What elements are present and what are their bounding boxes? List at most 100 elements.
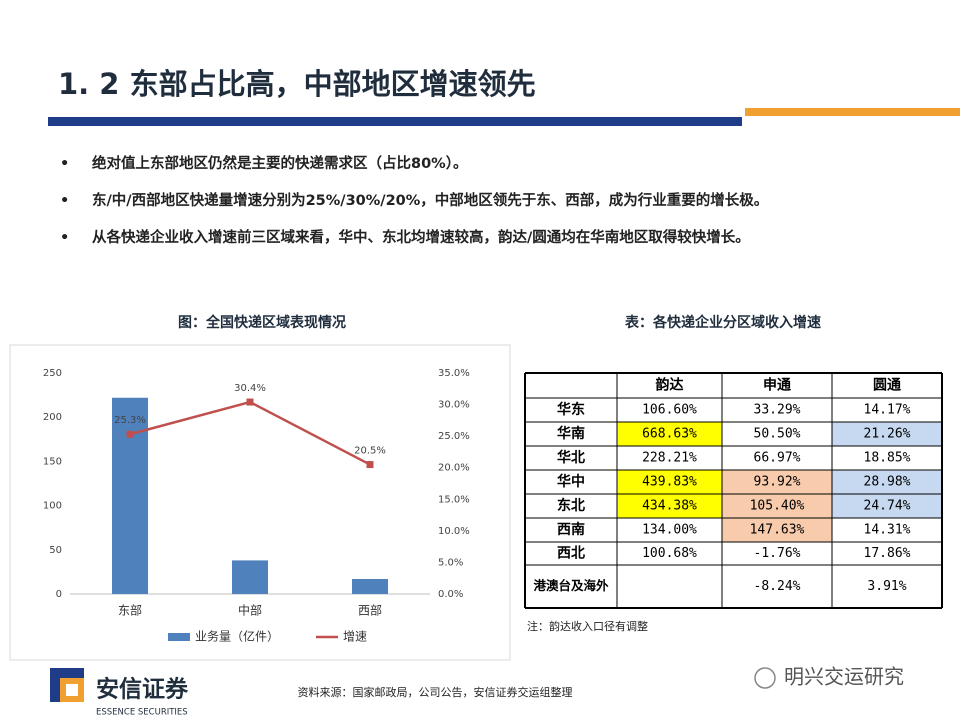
table-cell	[617, 446, 722, 470]
legend-swatch	[168, 633, 190, 641]
table-cell	[617, 542, 722, 565]
y2-tick-label: 15.0%	[438, 494, 470, 505]
bar	[352, 578, 388, 594]
table-cell	[617, 494, 722, 518]
marker	[246, 398, 254, 406]
table-cell	[832, 446, 942, 470]
cell-value: 66.97%	[754, 451, 801, 466]
cell-value: 24.74%	[864, 499, 911, 514]
table-cell	[617, 470, 722, 494]
title-rule	[48, 117, 742, 126]
x-tick-label: 西部	[358, 603, 382, 618]
watermark: 明兴交运研究	[784, 665, 904, 689]
y2-tick-label: 10.0%	[438, 526, 470, 537]
cell-value: 14.31%	[864, 523, 911, 538]
y2-tick-label: 35.0%	[438, 368, 470, 379]
table-cell	[722, 398, 832, 422]
cell-value: 14.17%	[864, 403, 911, 418]
cell-value: 228.21%	[642, 451, 697, 466]
legend-label: 业务量（亿件）	[195, 629, 279, 644]
y2-tick-label: 25.0%	[438, 431, 470, 442]
cell-value: 147.63%	[750, 523, 805, 538]
table-cell	[832, 470, 942, 494]
y2-tick-label: 20.0%	[438, 463, 470, 474]
bullet: 从各快递企业收入增速前三区域来看，华中、东北均增速较高，韵达/圆通均在华南地区取…	[92, 228, 750, 246]
row-label: 华东	[557, 401, 585, 418]
bullet-dot: •	[60, 230, 69, 246]
line	[129, 400, 371, 466]
table-header: 申通	[763, 377, 791, 394]
bullet: 绝对值上东部地区仍然是主要的快递需求区（占比80%）。	[92, 154, 467, 172]
cell-value: 100.68%	[642, 546, 697, 561]
cell-value: 50.50%	[754, 427, 801, 442]
y2-tick-label: 30.0%	[438, 400, 470, 411]
row-label: 华北	[557, 449, 585, 466]
y-tick-label: 100	[43, 501, 62, 512]
y-tick-label: 150	[43, 456, 62, 467]
cell-value: 106.60%	[642, 403, 697, 418]
cell-value: 434.38%	[642, 499, 697, 514]
table-header: 韵达	[656, 377, 684, 394]
table-header: 圆通	[873, 378, 901, 394]
row-label: 西北	[557, 546, 585, 562]
bar	[232, 560, 268, 594]
table-cell	[617, 398, 722, 422]
table-cell	[832, 518, 942, 542]
cell-value: -1.76%	[754, 546, 801, 561]
cell-value: 21.26%	[864, 427, 911, 442]
chart-title: 图：全国快递区域表现情况	[178, 314, 346, 331]
table-cell	[722, 470, 832, 494]
table-cell	[617, 518, 722, 542]
y2-tick-label: 0.0%	[438, 589, 463, 600]
row-label: 华中	[557, 473, 585, 490]
table-cell	[722, 422, 832, 446]
table-cell	[617, 565, 722, 608]
cell-value: 668.63%	[642, 427, 697, 442]
table-title: 表：各快递企业分区域收入增速	[624, 314, 821, 331]
cell-value: 134.00%	[642, 523, 697, 538]
table-cell	[722, 494, 832, 518]
row-label: 华南	[557, 425, 585, 442]
x-tick-label: 东部	[118, 603, 142, 618]
table-cell	[722, 542, 832, 565]
wechat-icon	[754, 667, 776, 689]
y-tick-label: 0	[56, 589, 62, 600]
value-label: 25.3%	[114, 415, 146, 426]
row-label: 东北	[557, 497, 585, 514]
cell-value: 18.85%	[864, 451, 911, 466]
row-label: 西南	[557, 521, 585, 538]
table-note: 注：韵达收入口径有调整	[527, 619, 648, 633]
legend-label: 增速	[343, 630, 367, 644]
title-accent	[745, 108, 960, 116]
cell-value: 439.83%	[642, 475, 697, 490]
table-cell	[832, 494, 942, 518]
logo-text: 安信证券	[96, 676, 189, 703]
bar	[112, 397, 148, 594]
marker	[366, 461, 374, 469]
cell-value: 93.92%	[754, 475, 801, 490]
y2-tick-label: 5.0%	[438, 557, 463, 568]
table-cell	[832, 398, 942, 422]
y-tick-label: 250	[43, 368, 62, 379]
y-tick-label: 50	[49, 545, 62, 556]
table-cell	[832, 422, 942, 446]
bullet: 东/中/西部地区快递量增速分别为25%/30%/20%，中部地区领先于东、西部，…	[92, 191, 768, 209]
bullet-dot: •	[60, 156, 69, 172]
y-tick-label: 200	[43, 412, 62, 423]
slide-title: 1. 2 东部占比高，中部地区增速领先	[58, 67, 536, 101]
cell-value: 33.29%	[754, 403, 801, 418]
table-cell	[722, 565, 832, 608]
table-cell	[617, 422, 722, 446]
marker	[126, 430, 134, 438]
value-label: 20.5%	[354, 446, 386, 457]
table-cell	[832, 542, 942, 565]
cell-value: 17.86%	[864, 546, 911, 561]
cell-value: 105.40%	[750, 499, 805, 514]
cell-value: -8.24%	[754, 579, 801, 594]
bullet-dot: •	[60, 193, 69, 209]
table-cell	[722, 518, 832, 542]
cell-value: 3.91%	[867, 579, 906, 594]
logo-icon	[66, 684, 78, 696]
cell-value: 28.98%	[864, 475, 911, 490]
